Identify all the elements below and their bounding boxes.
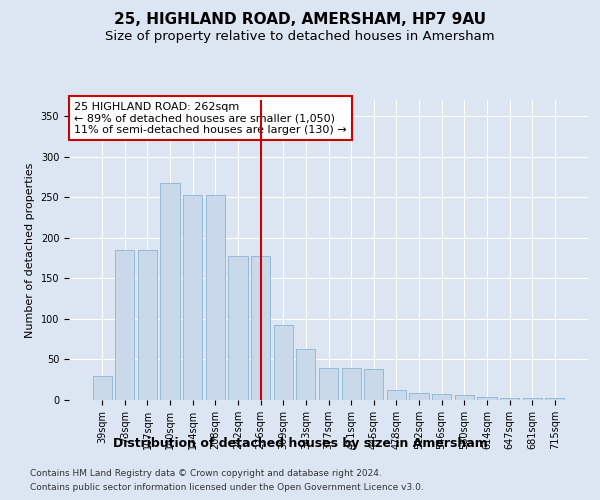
Bar [92, 376, 112, 400]
Bar [274, 324, 293, 400]
Bar [296, 349, 316, 400]
Bar [251, 256, 270, 400]
Bar [477, 397, 497, 400]
Bar [341, 368, 361, 400]
Bar [500, 398, 519, 400]
Bar [206, 195, 225, 400]
Text: 25, HIGHLAND ROAD, AMERSHAM, HP7 9AU: 25, HIGHLAND ROAD, AMERSHAM, HP7 9AU [114, 12, 486, 28]
Bar [183, 195, 202, 400]
Text: 25 HIGHLAND ROAD: 262sqm
← 89% of detached houses are smaller (1,050)
11% of sem: 25 HIGHLAND ROAD: 262sqm ← 89% of detach… [74, 102, 347, 134]
Bar [138, 250, 157, 400]
Bar [455, 395, 474, 400]
Bar [545, 398, 565, 400]
Y-axis label: Number of detached properties: Number of detached properties [25, 162, 35, 338]
Bar [432, 394, 451, 400]
Bar [160, 182, 180, 400]
Text: Distribution of detached houses by size in Amersham: Distribution of detached houses by size … [113, 438, 487, 450]
Bar [364, 369, 383, 400]
Bar [115, 250, 134, 400]
Text: Size of property relative to detached houses in Amersham: Size of property relative to detached ho… [105, 30, 495, 43]
Bar [387, 390, 406, 400]
Text: Contains HM Land Registry data © Crown copyright and database right 2024.: Contains HM Land Registry data © Crown c… [30, 468, 382, 477]
Bar [229, 256, 248, 400]
Bar [523, 398, 542, 400]
Bar [409, 392, 428, 400]
Text: Contains public sector information licensed under the Open Government Licence v3: Contains public sector information licen… [30, 484, 424, 492]
Bar [319, 368, 338, 400]
